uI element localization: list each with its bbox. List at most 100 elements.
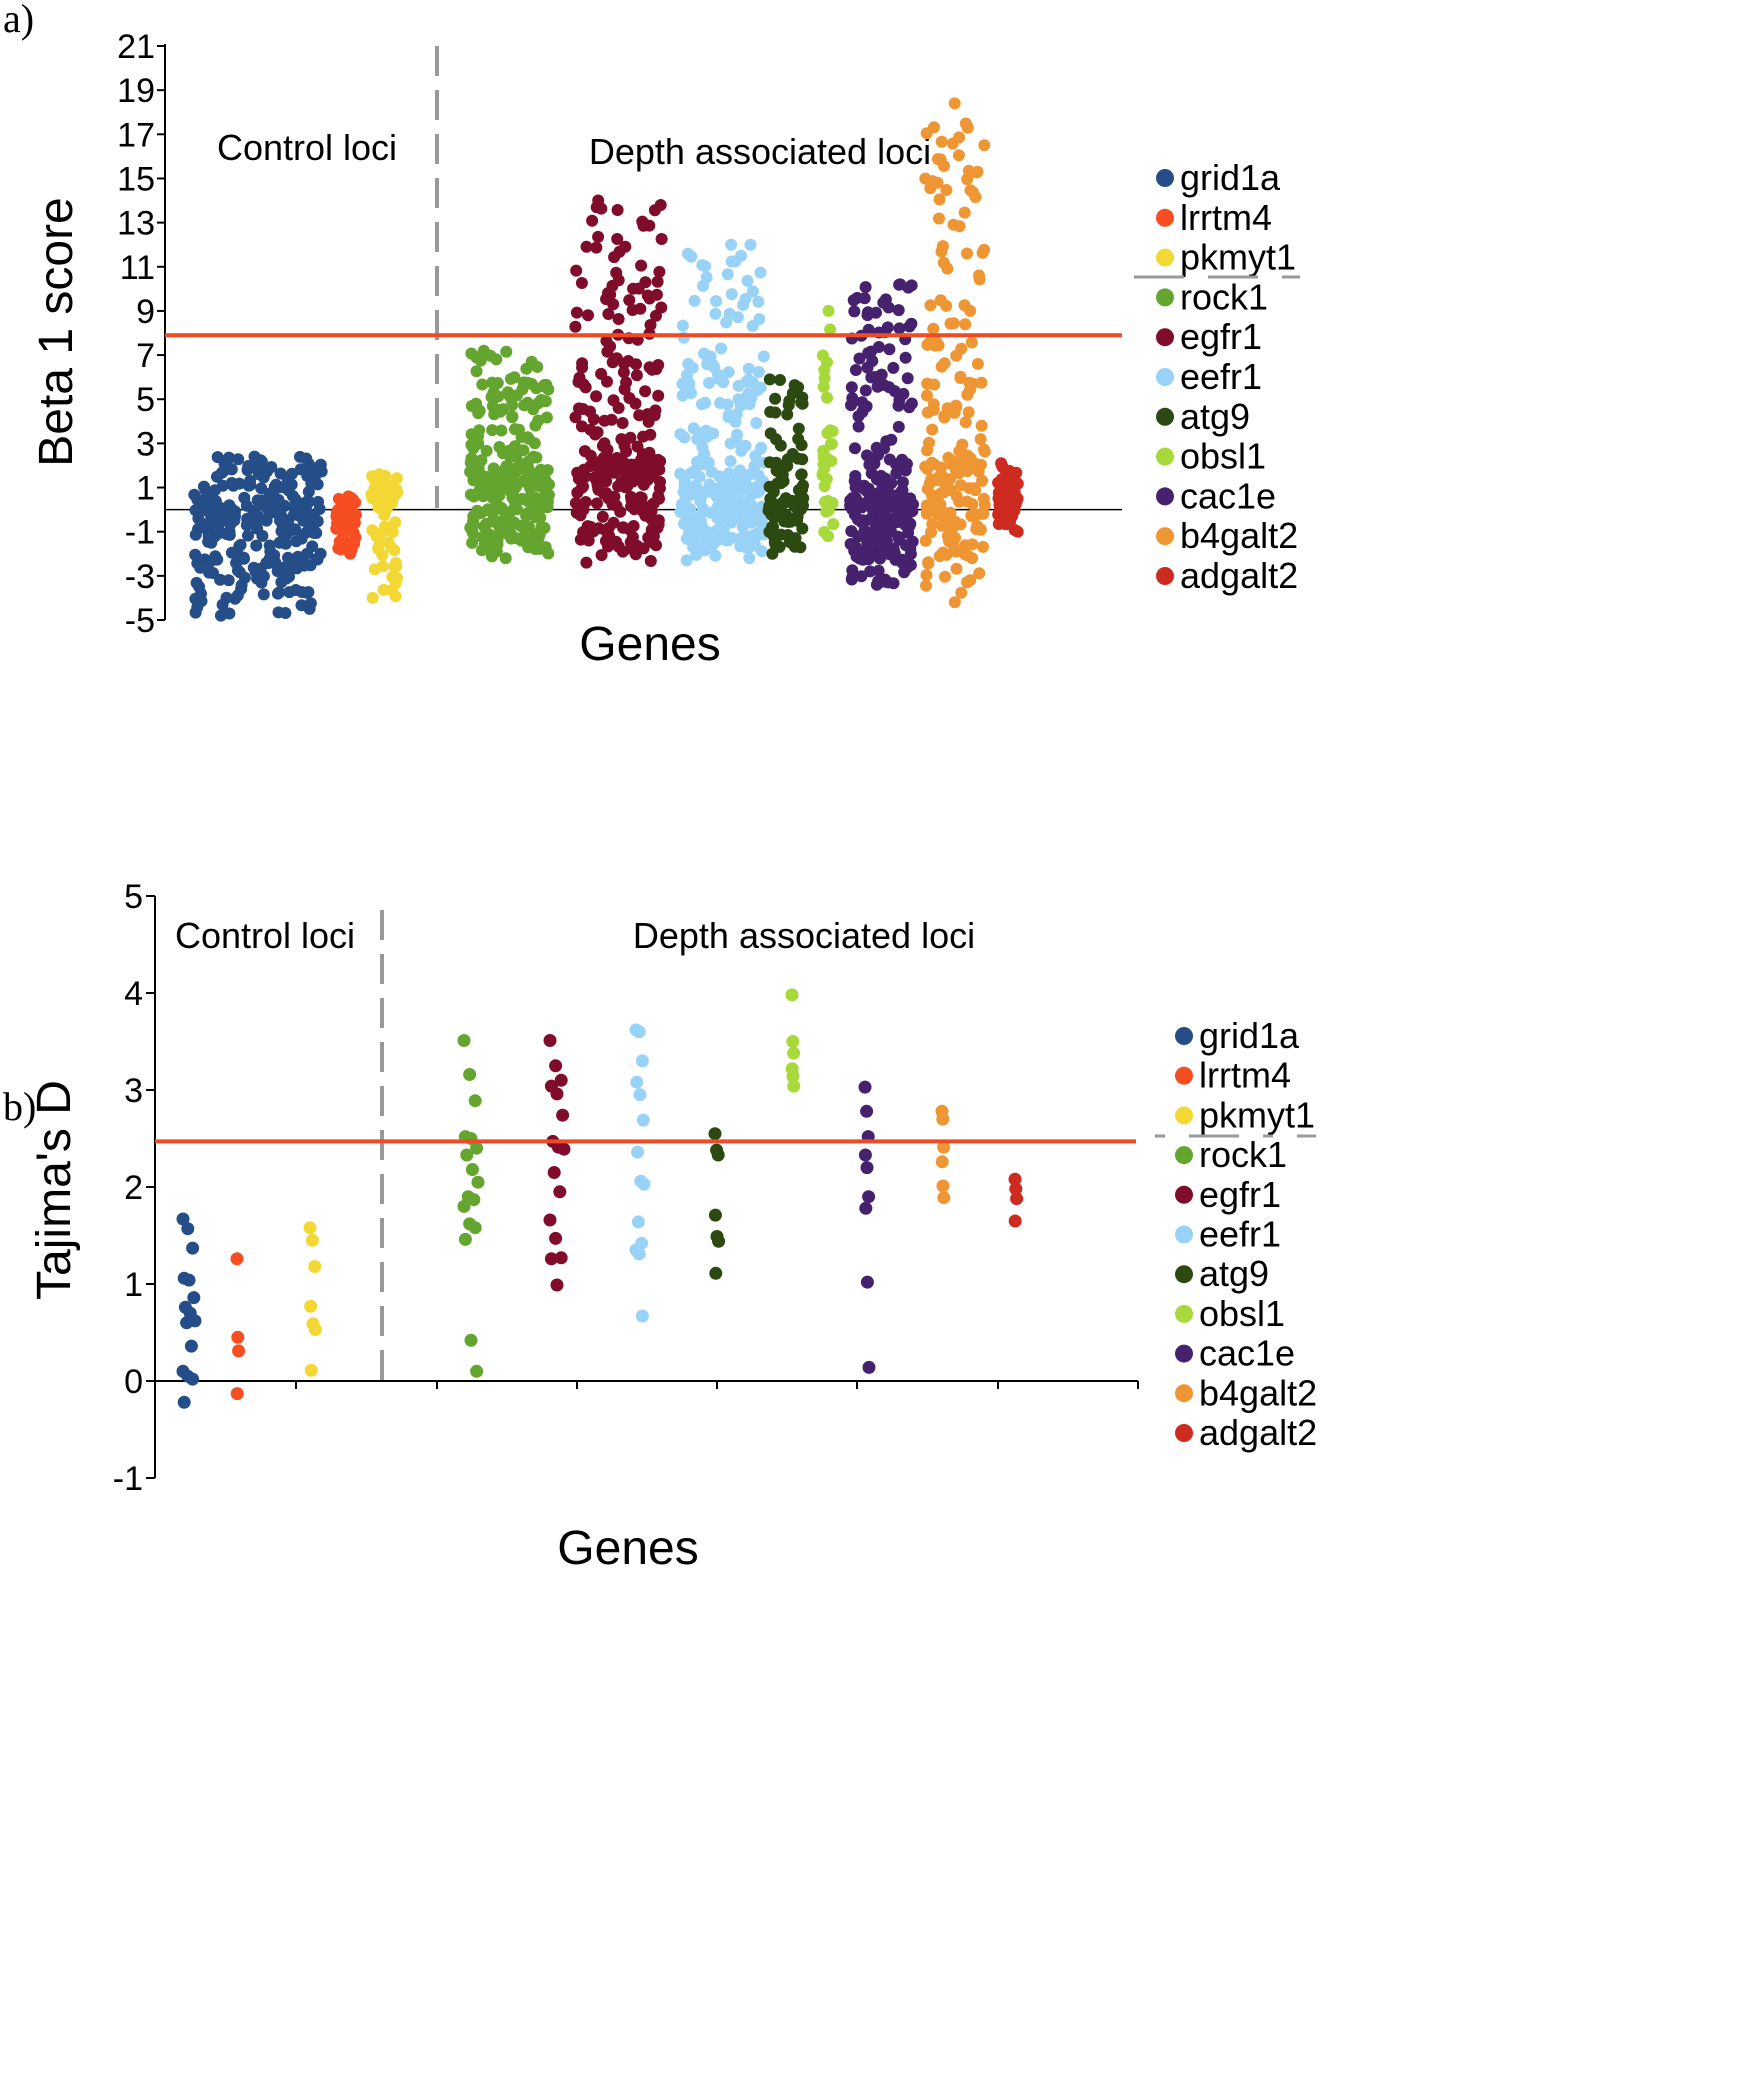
data-point-rock1 — [467, 1193, 481, 1207]
data-point-rock1 — [543, 478, 555, 491]
data-point-rock1 — [499, 552, 512, 565]
data-point-atg9 — [708, 1208, 722, 1222]
data-point-egfr1 — [591, 497, 603, 510]
data-point-grid1a — [301, 516, 314, 529]
y-tick-label: -5 — [125, 602, 155, 640]
data-point-b4galt2 — [934, 487, 947, 500]
data-point-atg9 — [782, 515, 795, 528]
data-point-grid1a — [250, 539, 263, 552]
data-point-rock1 — [500, 345, 513, 358]
data-point-grid1a — [287, 560, 300, 573]
data-point-cac1e — [893, 322, 906, 335]
data-point-eefr1 — [752, 295, 765, 308]
data-point-obsl1 — [825, 438, 838, 450]
data-point-b4galt2 — [921, 338, 934, 351]
data-point-lrrtm4 — [230, 1387, 244, 1401]
data-point-atg9 — [768, 511, 781, 524]
data-point-egfr1 — [624, 490, 637, 503]
data-point-egfr1 — [606, 356, 619, 369]
data-point-atg9 — [769, 406, 782, 419]
legend-marker-b4galt2 — [1175, 1384, 1193, 1403]
legend-label-grid1a: grid1a — [1199, 1015, 1300, 1056]
data-point-rock1 — [460, 1148, 474, 1162]
data-point-grid1a — [276, 481, 289, 494]
data-point-b4galt2 — [950, 349, 963, 362]
legend-label-grid1a: grid1a — [1180, 157, 1281, 198]
data-point-b4galt2 — [978, 443, 990, 456]
data-point-egfr1 — [600, 475, 613, 488]
data-point-rock1 — [465, 1163, 479, 1176]
data-point-adgalt2 — [1009, 1182, 1023, 1196]
data-point-cac1e — [900, 561, 913, 574]
data-point-adgalt2 — [993, 486, 1005, 499]
data-point-rock1 — [542, 383, 555, 396]
data-point-atg9 — [786, 496, 799, 509]
legend-marker-lrrtm4 — [1175, 1066, 1193, 1085]
data-point-rock1 — [506, 410, 519, 423]
x-axis-title: Genes — [557, 1522, 698, 1575]
legend-marker-b4galt2 — [1156, 527, 1174, 546]
data-point-grid1a — [214, 609, 227, 622]
data-point-rock1 — [471, 504, 484, 517]
data-point-egfr1 — [610, 266, 623, 279]
data-point-egfr1 — [621, 471, 634, 484]
data-point-b4galt2 — [922, 556, 935, 569]
data-point-egfr1 — [634, 491, 647, 504]
data-point-egfr1 — [609, 460, 622, 472]
legend-label-atg9: atg9 — [1180, 396, 1250, 437]
data-point-rock1 — [516, 383, 529, 396]
data-point-cac1e — [855, 501, 868, 514]
data-point-cac1e — [865, 345, 877, 358]
data-point-eefr1 — [630, 1075, 644, 1089]
data-point-egfr1 — [644, 319, 657, 331]
data-point-egfr1 — [639, 385, 652, 398]
data-point-adgalt2 — [1008, 1214, 1022, 1228]
legend-marker-egfr1 — [1156, 328, 1174, 347]
data-point-b4galt2 — [959, 318, 972, 331]
data-point-grid1a — [295, 553, 308, 566]
data-point-eefr1 — [697, 280, 709, 292]
data-point-egfr1 — [596, 510, 609, 523]
data-point-egfr1 — [596, 455, 608, 468]
data-point-grid1a — [271, 587, 284, 600]
data-point-cac1e — [859, 1201, 873, 1215]
data-point-cac1e — [845, 525, 858, 538]
data-point-obsl1 — [826, 425, 839, 438]
data-point-b4galt2 — [920, 569, 933, 582]
data-point-rock1 — [509, 493, 521, 505]
data-point-egfr1 — [569, 320, 582, 333]
data-point-egfr1 — [611, 233, 624, 245]
data-point-cac1e — [899, 351, 912, 364]
data-point-eefr1 — [744, 238, 757, 251]
data-point-eefr1 — [741, 530, 754, 543]
data-point-b4galt2 — [971, 357, 984, 370]
data-point-cac1e — [899, 464, 912, 477]
data-point-rock1 — [491, 377, 504, 389]
data-point-cac1e — [890, 467, 903, 480]
data-point-rock1 — [525, 355, 538, 368]
data-point-cac1e — [847, 294, 860, 307]
data-point-obsl1 — [822, 304, 835, 317]
data-point-b4galt2 — [933, 212, 945, 225]
data-point-cac1e — [848, 305, 861, 318]
y-tick-label: 3 — [136, 425, 155, 463]
data-point-rock1 — [498, 505, 511, 518]
y-tick-label: -1 — [113, 1460, 143, 1498]
data-point-grid1a — [283, 586, 296, 599]
data-point-pkmyt1 — [304, 1363, 318, 1377]
data-point-rock1 — [497, 447, 509, 460]
legend-marker-obsl1 — [1175, 1304, 1193, 1323]
data-point-egfr1 — [550, 1087, 564, 1101]
data-point-egfr1 — [612, 313, 625, 325]
data-point-atg9 — [770, 456, 783, 469]
data-point-eefr1 — [715, 342, 727, 355]
data-point-eefr1 — [721, 398, 734, 411]
data-point-obsl1 — [785, 988, 799, 1002]
data-point-pkmyt1 — [390, 472, 403, 485]
data-point-grid1a — [225, 463, 238, 476]
data-point-rock1 — [532, 397, 545, 410]
data-point-egfr1 — [637, 219, 650, 232]
legend-label-eefr1: eefr1 — [1199, 1214, 1281, 1255]
data-point-atg9 — [792, 433, 805, 445]
legend-marker-eefr1 — [1156, 368, 1174, 386]
